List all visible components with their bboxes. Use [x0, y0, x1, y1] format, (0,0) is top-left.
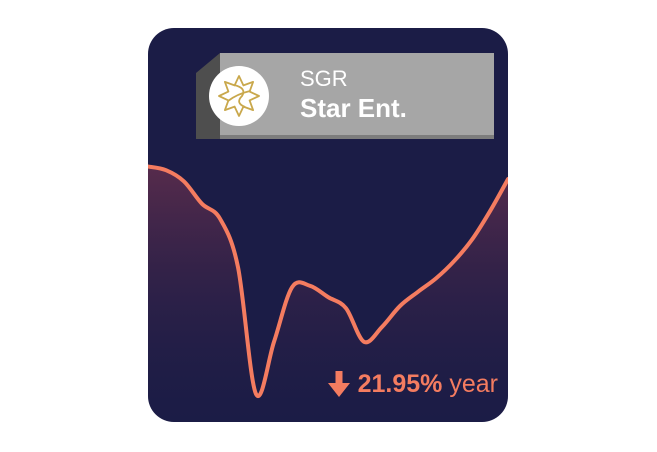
company-name: Star Ent.: [300, 93, 407, 123]
down-arrow-icon: [327, 371, 350, 397]
star-logo-icon: [218, 75, 260, 117]
price-chart: [148, 164, 508, 422]
change-percent: 21.95%: [357, 370, 443, 398]
company-logo: [209, 66, 269, 126]
stock-ticker: SGR: [300, 66, 348, 91]
change-period: year: [449, 370, 498, 398]
price-area-fill: [148, 166, 508, 422]
price-change: 21.95% year: [327, 369, 498, 399]
price-line: [148, 164, 508, 399]
label-box-side: [196, 53, 220, 139]
stock-card: SGR Star Ent. 21.95% year: [148, 28, 508, 422]
